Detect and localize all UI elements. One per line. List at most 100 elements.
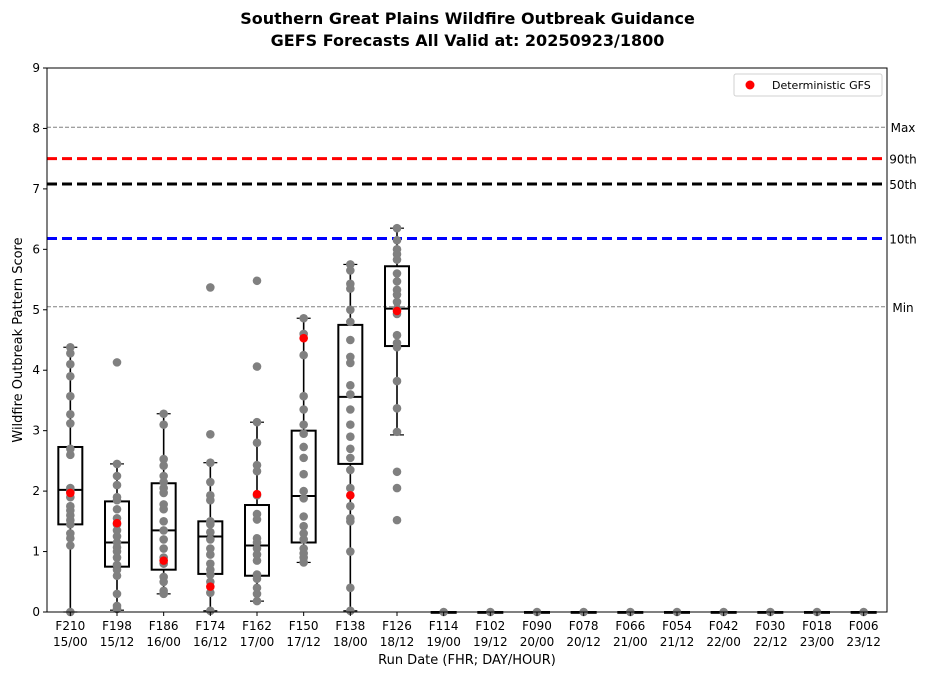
reference-label-max: Max <box>891 121 916 135</box>
member-point-f138-23 <box>346 260 355 269</box>
y-tick-label-1: 1 <box>32 545 40 559</box>
member-point-f126-18 <box>392 245 402 254</box>
member-point-f210-14 <box>66 419 75 428</box>
gfs-point-f174 <box>206 582 215 591</box>
y-tick-label-2: 2 <box>32 484 40 498</box>
member-point-f126-7 <box>392 338 402 348</box>
member-point-f138-17 <box>346 335 355 345</box>
reference-label-10th: 10th <box>889 232 917 246</box>
member-point-f138-9 <box>346 444 355 454</box>
x-tick-label-fhr-f006: F006 <box>849 619 879 633</box>
member-point-f174-13 <box>206 491 215 500</box>
x-tick-label-fhr-f186: F186 <box>149 619 179 633</box>
member-point-f162-5 <box>252 556 262 565</box>
x-tick-label-date-f186: 16/00 <box>146 635 181 649</box>
chart-title-line2: GEFS Forecasts All Valid at: 20250923/18… <box>270 31 665 50</box>
member-point-f150-19 <box>299 313 308 323</box>
legend: Deterministic GFS <box>733 73 883 97</box>
member-point-f138-8 <box>346 453 355 463</box>
member-point-f198-5 <box>112 560 122 570</box>
x-tick-label-date-f030: 22/12 <box>753 635 788 649</box>
member-point-f138-16 <box>346 352 355 362</box>
member-point-f198-20 <box>112 358 122 367</box>
member-point-f210-1 <box>66 541 75 550</box>
member-point-f138-11 <box>346 420 355 429</box>
member-point-f150-13 <box>299 429 308 438</box>
x-tick-label-date-f138: 18/00 <box>333 635 368 649</box>
member-point-f198-14 <box>112 504 122 514</box>
gfs-point-f150 <box>299 333 308 343</box>
gfs-point-f126 <box>392 306 402 316</box>
member-point-f174-15 <box>206 458 215 468</box>
member-point-f138-19 <box>346 305 355 315</box>
member-point-f174-11 <box>206 517 215 526</box>
member-point-f150-16 <box>299 391 308 401</box>
gfs-point-f198 <box>112 518 122 528</box>
legend-marker-gfs <box>745 80 755 90</box>
member-point-f186-9 <box>159 517 168 526</box>
member-point-f174-4 <box>206 565 215 574</box>
x-tick-label-date-f198: 15/12 <box>100 635 135 649</box>
x-tick-label-fhr-f090: F090 <box>522 619 552 633</box>
reference-label-min: Min <box>892 301 913 315</box>
x-tick-label-fhr-f042: F042 <box>709 619 739 633</box>
x-tick-label-date-f006: 23/12 <box>846 635 881 649</box>
member-point-f186-7 <box>159 535 168 544</box>
x-tick-label-fhr-f174: F174 <box>195 619 225 633</box>
x-tick-label-date-f174: 16/12 <box>193 635 228 649</box>
x-tick-label-date-f126: 18/12 <box>380 635 415 649</box>
member-point-f138-2 <box>346 547 355 556</box>
member-point-f186-16 <box>159 461 168 471</box>
member-point-f150-3 <box>299 544 308 553</box>
x-tick-label-fhr-f054: F054 <box>662 619 692 633</box>
member-point-f186-1 <box>159 586 168 596</box>
gfs-point-f186 <box>159 556 168 565</box>
member-point-f126-14 <box>392 277 402 286</box>
member-point-f210-17 <box>66 371 75 381</box>
member-point-f162-14 <box>252 460 262 470</box>
member-point-f162-6 <box>252 550 262 559</box>
member-point-f126-3 <box>392 427 402 437</box>
member-point-f174-0 <box>206 606 215 616</box>
gfs-point-f210 <box>66 488 75 498</box>
member-point-f126-4 <box>392 404 402 413</box>
member-point-f162-18 <box>252 276 262 286</box>
x-tick-label-fhr-f030: F030 <box>755 619 785 633</box>
legend-label-gfs: Deterministic GFS <box>772 79 871 92</box>
member-point-f210-19 <box>66 348 75 358</box>
legend-frame <box>733 73 883 97</box>
member-point-f210-15 <box>66 410 75 419</box>
member-point-f174-16 <box>206 429 215 439</box>
y-tick-label-3: 3 <box>32 424 40 438</box>
member-point-f150-9 <box>299 486 308 496</box>
chart-title-line1: Southern Great Plains Wildfire Outbreak … <box>240 9 695 28</box>
member-point-f126-0 <box>392 515 402 525</box>
member-point-f162-7 <box>252 544 262 553</box>
x-tick-label-date-f210: 15/00 <box>53 635 88 649</box>
member-point-f150-8 <box>299 494 308 503</box>
member-point-f150-14 <box>299 420 308 429</box>
x-tick-label-fhr-f126: F126 <box>382 619 412 633</box>
member-point-f162-17 <box>252 362 262 371</box>
member-point-f138-14 <box>346 381 355 390</box>
plot-area-frame <box>46 67 888 613</box>
member-point-f210-13 <box>66 444 75 454</box>
member-point-f138-1 <box>346 583 355 593</box>
x-tick-label-date-f078: 20/12 <box>566 635 601 649</box>
member-point-f174-9 <box>206 527 215 537</box>
x-tick-label-date-f150: 17/12 <box>286 635 321 649</box>
x-tick-label-date-f114: 19/00 <box>426 635 461 649</box>
member-point-f198-3 <box>112 571 122 581</box>
member-point-f174-1 <box>206 588 215 597</box>
axes: 0 1 2 3 4 5 6 7 8 9 F210 15/00 F198 15/12 F186 16/00 F17… <box>32 61 881 649</box>
x-tick-label-fhr-f210: F210 <box>55 619 85 633</box>
member-points <box>66 223 868 617</box>
x-tick-label-date-f162: 17/00 <box>240 635 275 649</box>
y-axis-label: Wildfire Outbreak Pattern Score <box>11 237 26 442</box>
y-tick-label-4: 4 <box>32 363 40 377</box>
member-point-f126-1 <box>392 483 402 493</box>
member-point-f150-5 <box>299 529 308 538</box>
member-point-f174-14 <box>206 477 215 487</box>
gfs-point-f138 <box>346 491 355 500</box>
member-point-f162-4 <box>252 570 262 579</box>
